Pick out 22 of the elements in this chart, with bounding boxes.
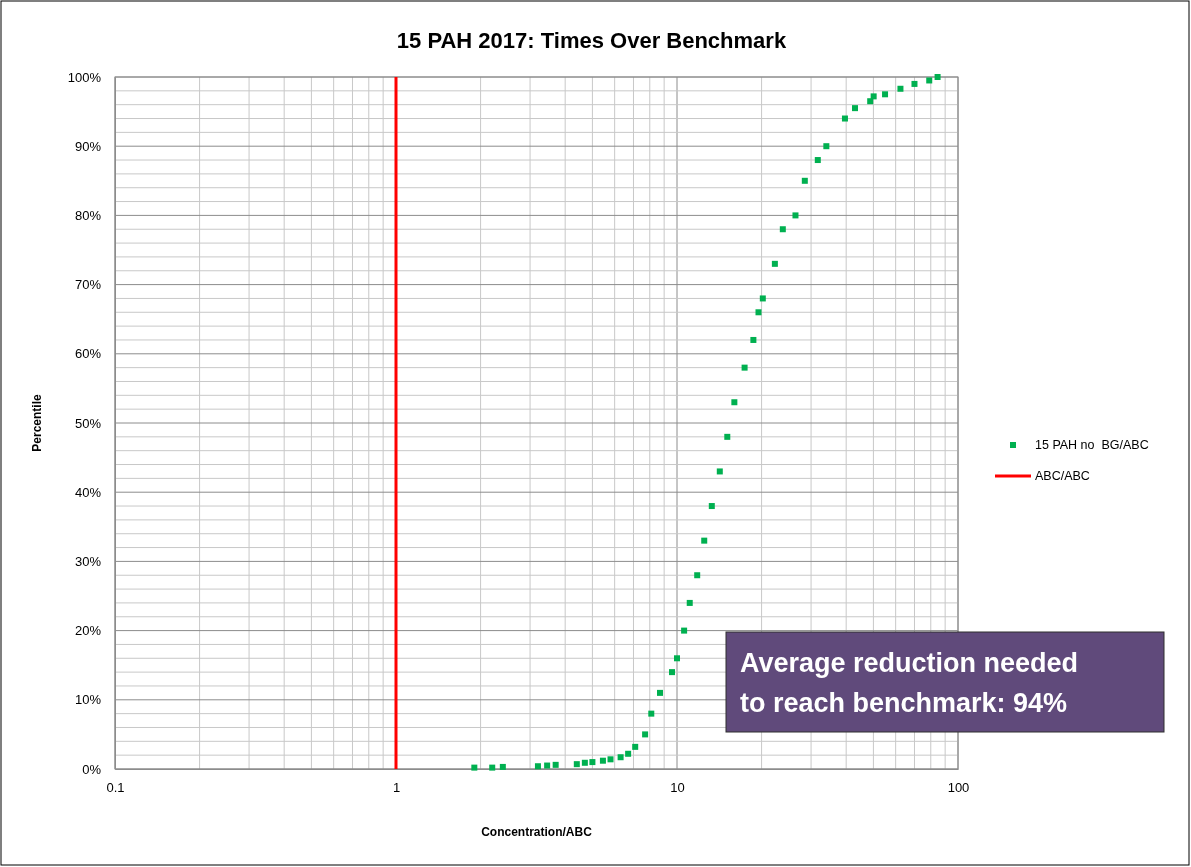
y-tick-label: 70%: [74, 277, 102, 293]
x-tick-label: 100: [947, 780, 970, 796]
y-tick-label: 40%: [74, 484, 102, 500]
x-tick-label: 0.1: [106, 780, 125, 796]
y-tick-label: 20%: [74, 623, 102, 639]
y-tick-label: 30%: [74, 554, 102, 570]
annotation: Average reduction needed to reach benchmark: 94%: [740, 648, 1079, 718]
y-tick-label: 100%: [67, 69, 102, 85]
y-tick-label: 50%: [74, 415, 102, 431]
x-tick-label: 1: [392, 780, 401, 796]
y-tick-label: 90%: [74, 138, 102, 154]
x-tick-label: 10: [670, 780, 685, 796]
y-tick-label: 0%: [82, 761, 102, 777]
y-tick-label: 10%: [74, 692, 102, 708]
y-tick-label: 80%: [74, 208, 102, 224]
chart-title: 15 PAH 2017: Times Over Benchmark: [396, 28, 787, 53]
legend-label: 15 PAH no BG/ABC: [1035, 438, 1149, 452]
y-tick-label: 60%: [74, 346, 102, 362]
note-box: Average reduction needed to reach benchmark: 94%: [725, 631, 1165, 733]
y-axis-title: Percentile: [30, 394, 44, 452]
x-axis-title: Concentration/ABC: [481, 825, 593, 839]
legend-label: ABC/ABC: [1035, 469, 1090, 483]
